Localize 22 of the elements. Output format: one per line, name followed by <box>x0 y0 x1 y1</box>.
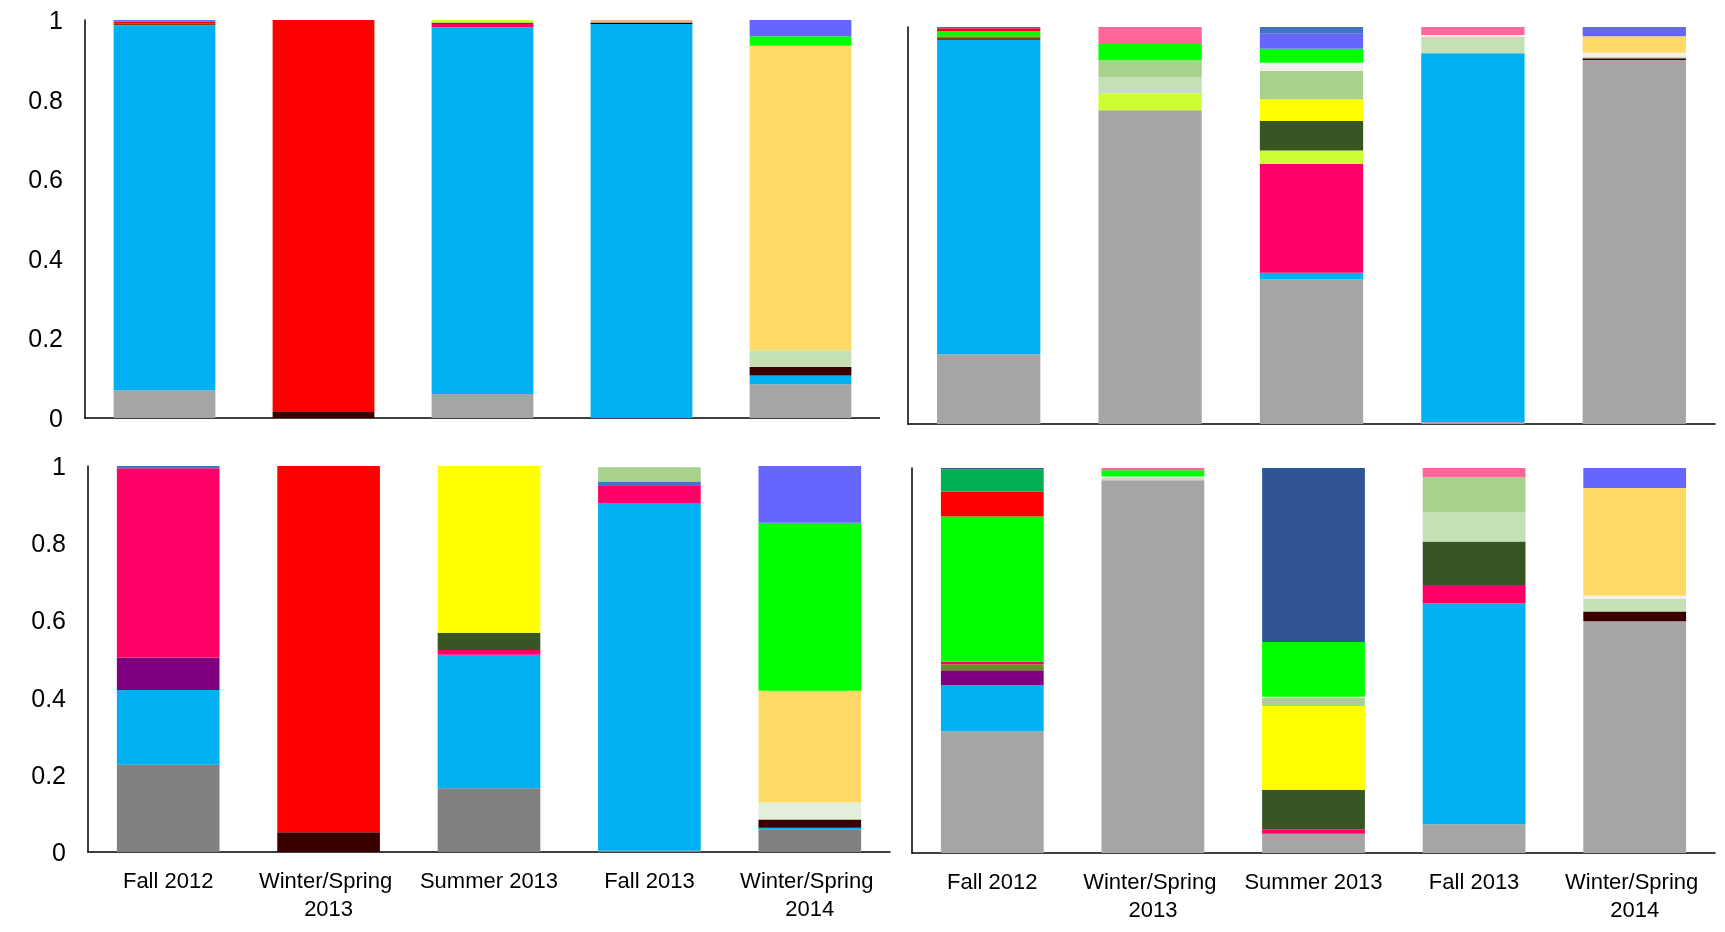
x-tick-label: Fall 2013 <box>1428 868 1520 894</box>
x-tick-label: Fall 2013 <box>604 867 695 893</box>
y-tick-label: 0.8 <box>28 85 63 114</box>
y-tick-label: 0.2 <box>28 324 63 353</box>
x-tick-label: Fall 2012 <box>122 867 214 893</box>
y-tick-label: 1 <box>49 6 63 34</box>
x-tick-label: Summer 2013 <box>419 867 559 893</box>
y-tick-label: 0 <box>49 404 63 432</box>
x-tick-label: Winter/Spring 2013 <box>258 867 399 921</box>
y-tick-label: 0.8 <box>31 529 66 558</box>
x-tick-label: Winter/Spring 2013 <box>1083 868 1223 922</box>
y-tick-label: 0 <box>52 838 66 866</box>
y-tick-label: 0.6 <box>28 165 63 194</box>
y-tick-label: 0.2 <box>31 760 66 789</box>
x-tick-label: Winter/Spring 2014 <box>740 867 880 921</box>
x-tick-label: Winter/Spring 2014 <box>1565 868 1705 922</box>
y-tick-label: 0.4 <box>31 683 67 712</box>
y-tick-label: 0.4 <box>28 244 64 273</box>
x-tick-label: Fall 2012 <box>947 868 1038 894</box>
y-tick-label: 1 <box>52 452 66 480</box>
y-tick-label: 0.6 <box>31 606 66 635</box>
x-tick-label: Summer 2013 <box>1244 868 1383 894</box>
